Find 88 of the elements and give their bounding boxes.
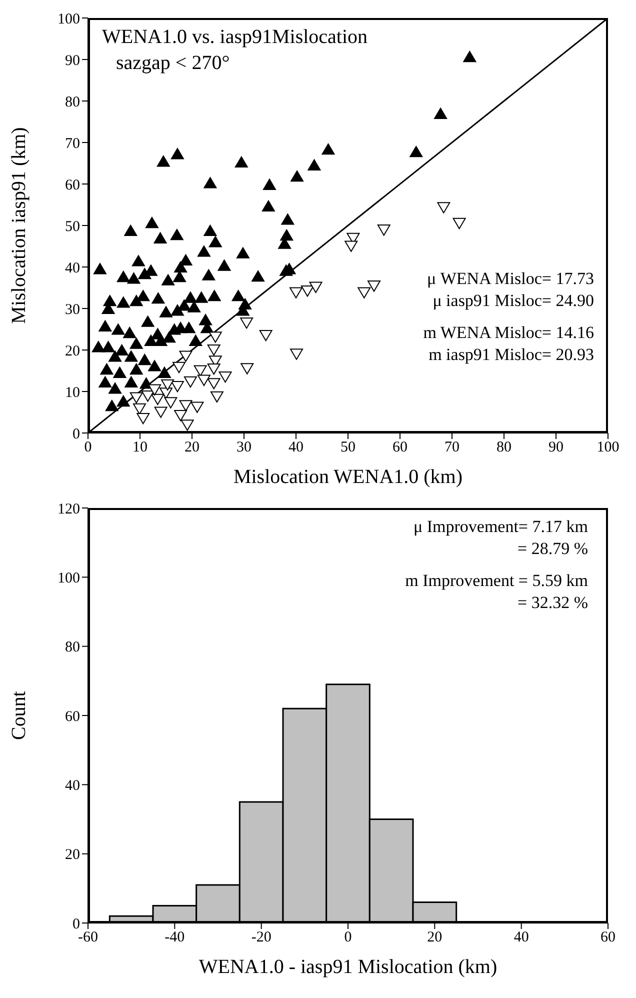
point [164,397,178,408]
x-axis-title: WENA1.0 - iasp91 Mislocation (km) [198,956,498,978]
point [197,374,210,386]
x-tick-label: 60 [600,930,616,946]
point [174,410,188,422]
x-tick-label: 70 [444,440,460,456]
point [194,365,207,376]
y-tick-label: 80 [65,94,80,110]
point [259,330,272,342]
y-tick-label: 10 [65,384,80,401]
x-tick-label: 80 [496,440,512,456]
y-tick-label: 60 [65,177,80,194]
point [344,240,358,252]
y-tick-label: 40 [65,260,80,276]
point [136,412,150,424]
point [184,376,197,388]
point [437,202,450,214]
point [180,420,194,431]
y-tick-label: 20 [65,847,80,864]
x-tick-label: 90 [548,440,564,456]
y-axis-title: Mislocation iasp91 (km) [8,127,30,324]
point [207,344,220,356]
chart-title: WENA1.0 vs. iasp91Mislocation [102,25,368,50]
point [179,350,192,362]
x-tick-label: -60 [78,930,98,946]
point [368,280,380,292]
point [179,400,192,412]
text: sazgap < 270° [115,51,231,76]
point [207,378,220,390]
point [210,391,224,403]
point [148,384,162,396]
y-tick-label: 50 [65,218,80,235]
x-tick-label: 100 [596,440,620,456]
y-tick-label: 100 [58,570,80,586]
x-tick-label: -20 [251,930,272,946]
point [132,403,146,415]
y-tick-label: 60 [65,708,80,725]
y-tick-label: 30 [65,302,80,318]
annotation: μ Improvement= 7.17 km [412,516,588,538]
point [141,390,154,402]
point [154,406,168,418]
point [208,332,222,343]
x-axis-title: Mislocation WENA1.0 (km) [233,466,463,488]
annotation: m iasp91 Misloc= 20.93 [428,344,594,366]
point [377,224,390,236]
point [218,371,232,383]
x-tick-label: -40 [164,930,185,946]
annotation: m WENA Misloc= 14.16 [423,322,594,344]
point [358,287,371,298]
y-tick-label: 80 [65,640,80,656]
point [290,348,304,360]
x-tick-label: 50 [340,440,356,456]
y-tick-label: 20 [65,343,80,360]
y-tick-label: 0 [72,916,80,932]
annotation: = 28.79 % [516,538,588,560]
point [309,282,322,294]
x-tick-label: 10 [132,440,148,456]
point [290,287,302,298]
x-tick-label: 20 [184,440,200,456]
y-tick-label: 100 [58,11,80,28]
point [161,379,174,391]
point [240,317,254,329]
annotation: μ iasp91 Misloc= 24.90 [432,290,594,312]
x-tick-label: 20 [427,930,442,946]
annotation: μ WENA Misloc= 17.73 [426,268,594,290]
x-tick-label: 30 [236,440,252,456]
y-tick-label: 120 [58,501,80,518]
y-tick-label: 90 [65,52,80,69]
y-axis-title: Count [8,690,30,740]
y-tick-label: 70 [65,136,80,152]
point [172,362,186,374]
y-tick-label: 40 [65,778,80,794]
annotation: = 32.32 % [516,592,588,614]
x-tick-label: 0 [84,440,92,456]
point [190,402,204,413]
y-tick-label: 0 [72,426,80,442]
point [452,218,466,230]
point [207,364,220,375]
annotation: m Improvement = 5.59 km [405,570,588,592]
x-tick-label: 60 [392,440,408,456]
point [240,363,254,374]
x-tick-label: 40 [288,440,304,456]
point [130,392,143,404]
x-tick-label: 0 [344,930,352,946]
point [151,394,164,406]
x-tick-label: 40 [514,930,529,946]
point [170,380,184,392]
point [300,286,314,297]
